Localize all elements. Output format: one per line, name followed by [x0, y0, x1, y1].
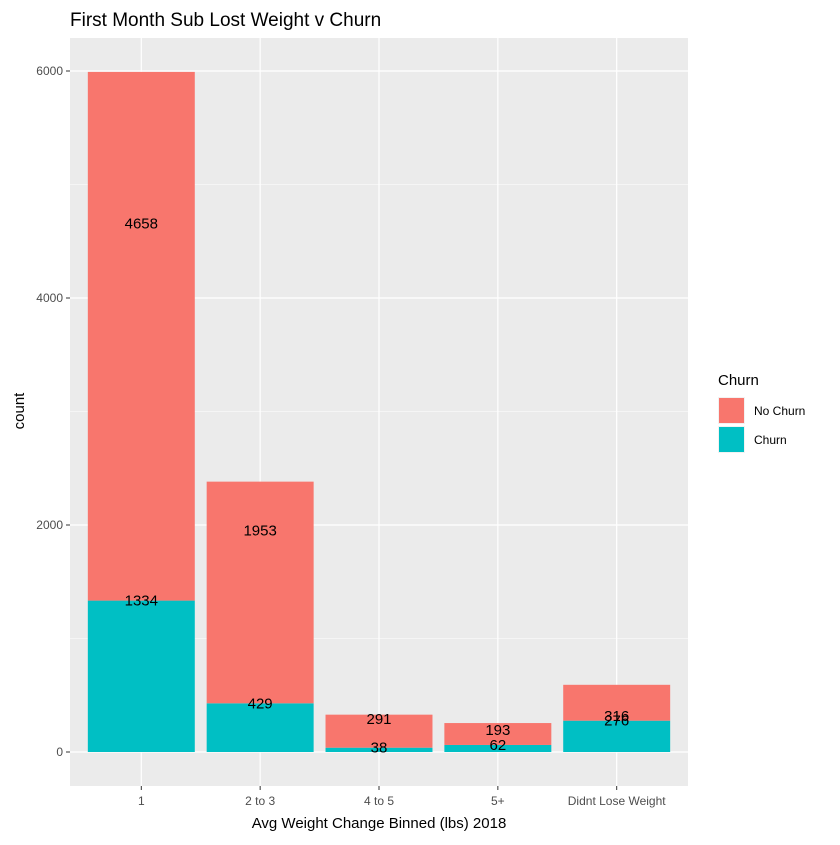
- x-tick-label: 4 to 5: [364, 794, 394, 808]
- bar-churn: [563, 720, 671, 752]
- bars: [87, 71, 671, 752]
- data-label-no-churn: 193: [485, 722, 510, 739]
- y-axis: 0 2000 4000 6000: [36, 64, 70, 759]
- y-tick-label: 2000: [36, 518, 63, 532]
- data-label-no-churn: 316: [604, 708, 629, 725]
- legend-title: Churn: [718, 372, 759, 389]
- bar-no-churn: [444, 723, 552, 745]
- legend-swatch-churn: [719, 427, 744, 452]
- data-label-churn: 276: [604, 713, 629, 730]
- data-label-no-churn: 1953: [243, 522, 276, 539]
- x-tick-label: Didnt Lose Weight: [568, 794, 667, 808]
- legend-swatch-no-churn: [719, 398, 744, 423]
- bar-churn: [325, 747, 433, 752]
- legend-label-no-churn: No Churn: [754, 404, 805, 418]
- x-axis-title: Avg Weight Change Binned (lbs) 2018: [252, 815, 507, 832]
- x-tick-label: 2 to 3: [245, 794, 275, 808]
- y-axis-title: count: [11, 392, 28, 430]
- data-label-churn: 1334: [125, 593, 158, 610]
- data-label-churn: 62: [490, 737, 507, 754]
- bar-churn: [87, 600, 195, 752]
- bar-no-churn: [206, 481, 314, 704]
- data-label-no-churn: 4658: [125, 215, 158, 232]
- y-tick-label: 6000: [36, 64, 63, 78]
- y-tick-label: 4000: [36, 291, 63, 305]
- legend-label-churn: Churn: [754, 433, 787, 447]
- x-axis: 1 2 to 3 4 to 5 5+ Didnt Lose Weight: [138, 786, 666, 808]
- bar-churn: [444, 744, 552, 752]
- y-tick-label: 0: [56, 745, 63, 759]
- chart-title: First Month Sub Lost Weight v Churn: [70, 10, 381, 31]
- legend: Churn No Churn Churn: [718, 372, 805, 453]
- bar-no-churn: [563, 684, 671, 721]
- bar-churn: [206, 703, 314, 752]
- data-label-churn: 429: [248, 695, 273, 712]
- bar-no-churn: [87, 71, 195, 601]
- data-label-no-churn: 291: [366, 711, 391, 728]
- bar-no-churn: [325, 714, 433, 748]
- x-tick-label: 5+: [491, 794, 505, 808]
- data-label-churn: 38: [371, 740, 388, 757]
- x-tick-label: 1: [138, 794, 145, 808]
